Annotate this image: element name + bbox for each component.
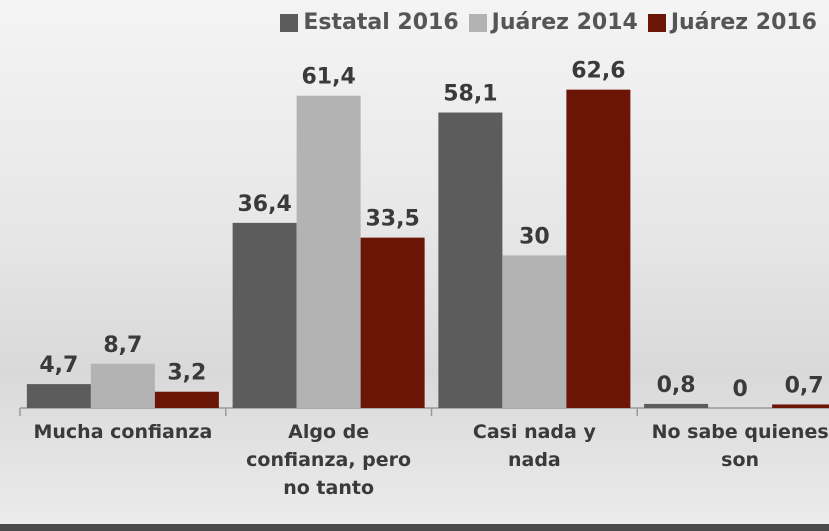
bar <box>438 113 502 408</box>
value-label: 4,7 <box>39 353 78 378</box>
bar <box>772 404 829 408</box>
bar <box>297 96 361 408</box>
value-label: 0,8 <box>657 373 696 398</box>
value-label: 30 <box>519 224 550 249</box>
bar <box>233 223 297 408</box>
bar <box>644 404 708 408</box>
value-label: 58,1 <box>443 82 497 107</box>
page: {"chart_data": {"type": "bar", "categori… <box>0 0 829 531</box>
bottom-bar <box>0 524 829 531</box>
bar <box>566 90 630 408</box>
bar <box>27 384 91 408</box>
value-label: 0,7 <box>785 373 824 398</box>
x-tick-label: No sabe quienes son <box>650 418 829 474</box>
x-tick-label: Algo de confianza, pero no tanto <box>239 418 419 502</box>
value-label: 33,5 <box>365 207 419 232</box>
value-label: 0 <box>732 377 747 402</box>
value-label: 62,6 <box>571 59 625 84</box>
value-label: 61,4 <box>301 65 355 90</box>
value-label: 3,2 <box>167 361 206 386</box>
bar <box>361 238 425 408</box>
x-tick-label: Casi nada y nada <box>444 418 624 474</box>
bar <box>155 392 219 408</box>
value-label: 8,7 <box>103 333 142 358</box>
bar <box>91 364 155 408</box>
value-label: 36,4 <box>237 192 291 217</box>
bar <box>502 255 566 408</box>
x-tick-label: Mucha confianza <box>33 418 213 446</box>
